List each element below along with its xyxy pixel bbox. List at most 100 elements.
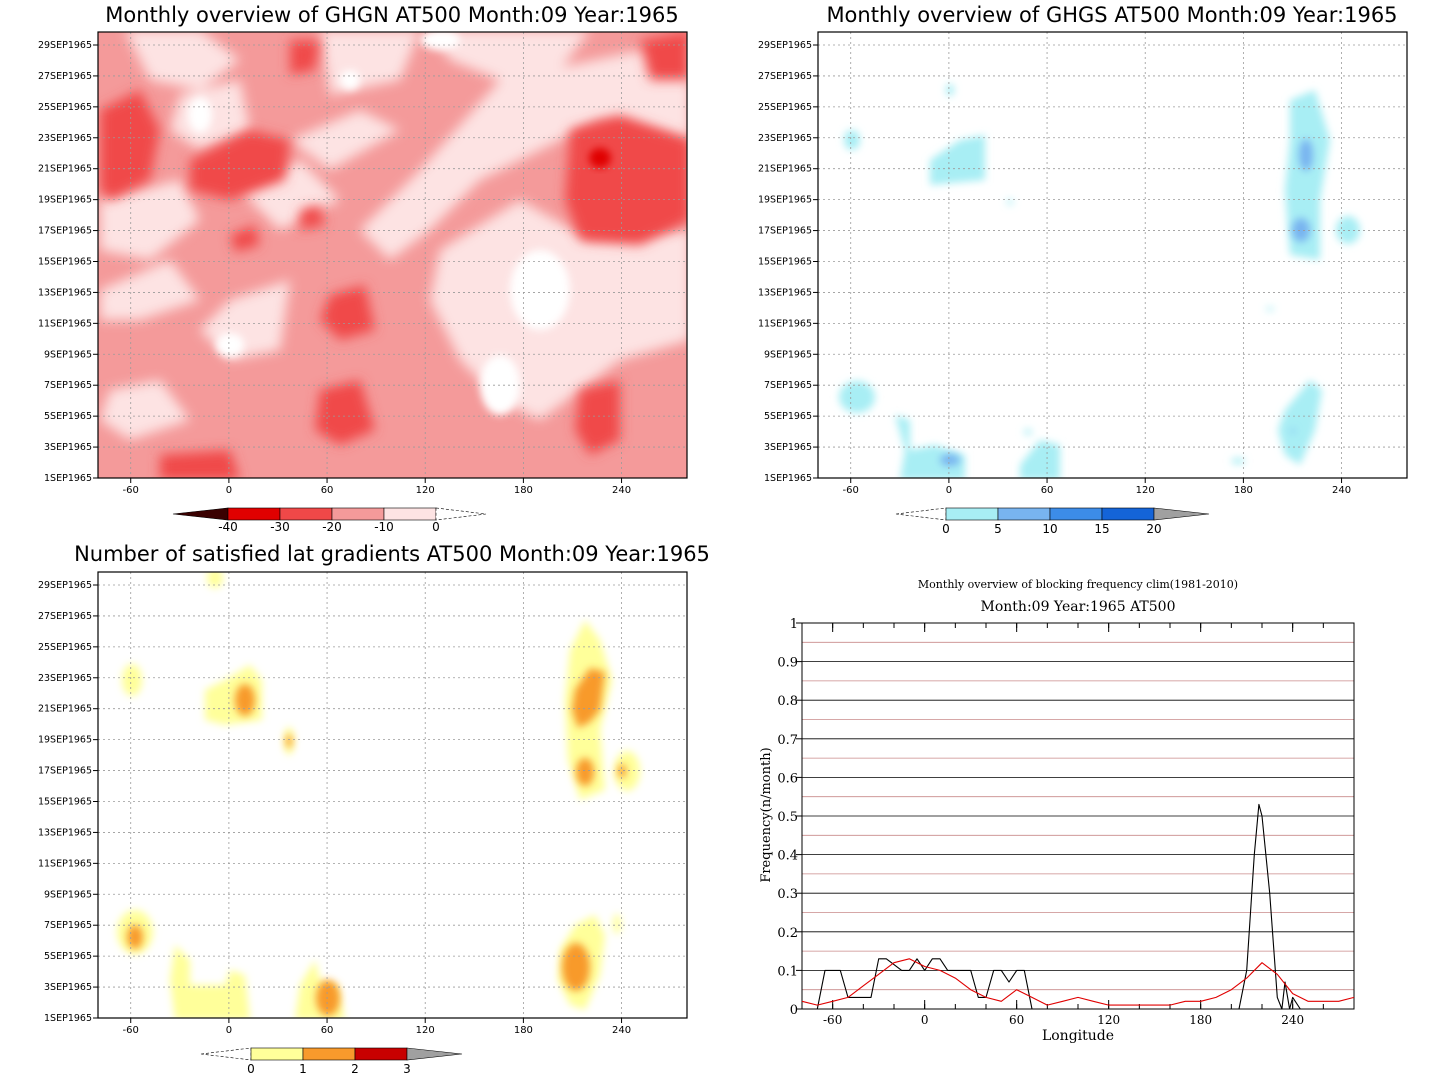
colorbar-segment: [331, 507, 385, 521]
y-tick-label: 29SEP1965: [758, 40, 812, 51]
panel-gradients-title: Number of satisfied lat gradients AT500 …: [74, 542, 710, 566]
y-tick-label: 19SEP1965: [38, 195, 92, 206]
y-tick-label: 0.2: [777, 926, 798, 941]
colorbar-segment: [279, 507, 333, 521]
y-tick-label: 27SEP1965: [38, 611, 92, 622]
x-tick-label: 240: [612, 485, 631, 496]
x-tick-label: 60: [1009, 1013, 1024, 1027]
panel-blocking: Monthly overview of blocking frequency c…: [759, 578, 1355, 1044]
panel-ghgn-dark-areas: [100, 32, 687, 478]
y-tick-label: 15SEP1965: [38, 256, 92, 267]
panel-ghgn-peak: [589, 148, 611, 168]
y-tick-label: 27SEP1965: [758, 71, 812, 82]
y-tick-label: 19SEP1965: [758, 195, 812, 206]
colorbar-label: 3: [403, 1062, 411, 1076]
y-tick-label: 17SEP1965: [38, 226, 92, 237]
colorbar-segment: [945, 507, 999, 521]
panel-ghgs: Monthly overview of GHGS AT500 Month:09 …: [758, 3, 1408, 536]
panel-ghgn-title: Monthly overview of GHGN AT500 Month:09 …: [105, 3, 678, 27]
colorbar-label: 20: [1146, 522, 1161, 536]
colorbar-label: 0: [942, 522, 950, 536]
panel-gradients-frame: [97, 571, 688, 1019]
panel-ghgn-colorbar: -40 -30 -20 -10 0: [172, 507, 487, 534]
colorbar-segment: [302, 1047, 356, 1061]
panel-ghgs-light-areas: [839, 84, 1360, 478]
colorbar-label: -40: [218, 520, 238, 534]
x-tick-label: 180: [1189, 1013, 1212, 1027]
panel-ghgn-white-areas: [188, 32, 570, 415]
panel-blocking-ylabel: Frequency(n/month): [759, 747, 774, 882]
y-tick-label: 25SEP1965: [758, 102, 812, 113]
y-tick-label: 3SEP1965: [44, 442, 92, 453]
panel-blocking-plot: 0 0.1 0.2 0.3 0.4 0.5 0.6 0.7 0.8 0.9 1 -60 0 60 120 18…: [777, 617, 1355, 1027]
colorbar-extend-high: [435, 507, 487, 521]
y-tick-label: 23SEP1965: [38, 133, 92, 144]
colorbar-label: 2: [351, 1062, 359, 1076]
colorbar-extend-high: [1153, 507, 1210, 521]
x-tick-label: -60: [123, 1025, 139, 1036]
y-tick-label: 25SEP1965: [38, 102, 92, 113]
panel-ghgs-grid: [818, 32, 1407, 478]
panel-blocking-xlabel: Longitude: [1042, 1028, 1114, 1044]
x-tick-label: 180: [514, 485, 533, 496]
x-tick-label: 120: [1097, 1013, 1120, 1027]
panel-ghgs-colorbar: 0 5 10 15 20: [895, 507, 1210, 536]
colorbar-segment: [250, 1047, 304, 1061]
y-tick-label: 3SEP1965: [44, 982, 92, 993]
y-tick-label: 17SEP1965: [38, 766, 92, 777]
panel-ghgn-frame: [97, 31, 688, 479]
x-tick-label: 60: [321, 485, 334, 496]
y-tick-label: 7SEP1965: [44, 380, 92, 391]
y-tick-label: 11SEP1965: [38, 858, 92, 869]
y-tick-label: 1SEP1965: [44, 1013, 92, 1024]
y-tick-label: 0.3: [777, 887, 798, 902]
colorbar-label: -30: [270, 520, 290, 534]
y-tick-label: 29SEP1965: [38, 580, 92, 591]
colorbar-extend-low: [895, 507, 947, 521]
y-tick-label: 27SEP1965: [38, 71, 92, 82]
colorbar-label: 10: [1042, 522, 1057, 536]
y-tick-label: 13SEP1965: [38, 287, 92, 298]
panel-gradients-orange-areas: [127, 668, 626, 1016]
panel-gradients: Number of satisfied lat gradients AT500 …: [38, 542, 710, 1076]
y-tick-label: 0.4: [777, 849, 798, 864]
x-tick-label: -60: [823, 1013, 842, 1027]
x-tick-label: 120: [416, 485, 435, 496]
y-tick-label: 0: [790, 1003, 798, 1018]
colorbar-label: -10: [374, 520, 394, 534]
x-tick-label: 240: [1332, 485, 1351, 496]
x-tick-label: 0: [921, 1013, 929, 1027]
y-tick-label: 5SEP1965: [44, 411, 92, 422]
panel-gradients-grid: [98, 572, 687, 1018]
panel-ghgs-axes: -60 0 60 120 180 240 1SEP1965 3SEP1965 5SEP1965 7…: [758, 40, 1351, 496]
panel-ghgn: Monthly overview of GHGN AT500 Month:09 …: [38, 3, 688, 534]
colorbar-label: 15: [1094, 522, 1109, 536]
y-tick-label: 1SEP1965: [44, 473, 92, 484]
x-tick-label: 180: [514, 1025, 533, 1036]
y-tick-label: 15SEP1965: [758, 256, 812, 267]
colorbar-extend-low: [200, 1047, 252, 1061]
y-tick-label: 13SEP1965: [38, 827, 92, 838]
y-tick-label: 0.1: [777, 964, 798, 979]
colorbar-segment: [383, 507, 437, 521]
panel-blocking-subtitle: Month:09 Year:1965 AT500: [981, 599, 1176, 615]
y-tick-label: 7SEP1965: [764, 380, 812, 391]
panel-gradients-contours: [117, 572, 640, 1018]
x-tick-label: 120: [416, 1025, 435, 1036]
y-tick-label: 0.9: [777, 656, 798, 671]
y-tick-label: 0.6: [777, 771, 798, 786]
y-tick-label: 15SEP1965: [38, 796, 92, 807]
colorbar-segment: [997, 507, 1051, 521]
y-tick-label: 13SEP1965: [758, 287, 812, 298]
y-tick-label: 1SEP1965: [764, 473, 812, 484]
colorbar-extend-low: [172, 507, 229, 521]
y-tick-label: 3SEP1965: [764, 442, 812, 453]
y-tick-label: 9SEP1965: [764, 349, 812, 360]
x-tick-label: -60: [123, 485, 139, 496]
panel-ghgs-mid-areas: [940, 139, 1313, 466]
y-tick-label: 25SEP1965: [38, 642, 92, 653]
series-line-red: [801, 958, 1355, 1006]
y-tick-label: 21SEP1965: [38, 704, 92, 715]
panel-blocking-title: Monthly overview of blocking frequency c…: [918, 578, 1238, 591]
y-tick-label: 29SEP1965: [38, 40, 92, 51]
